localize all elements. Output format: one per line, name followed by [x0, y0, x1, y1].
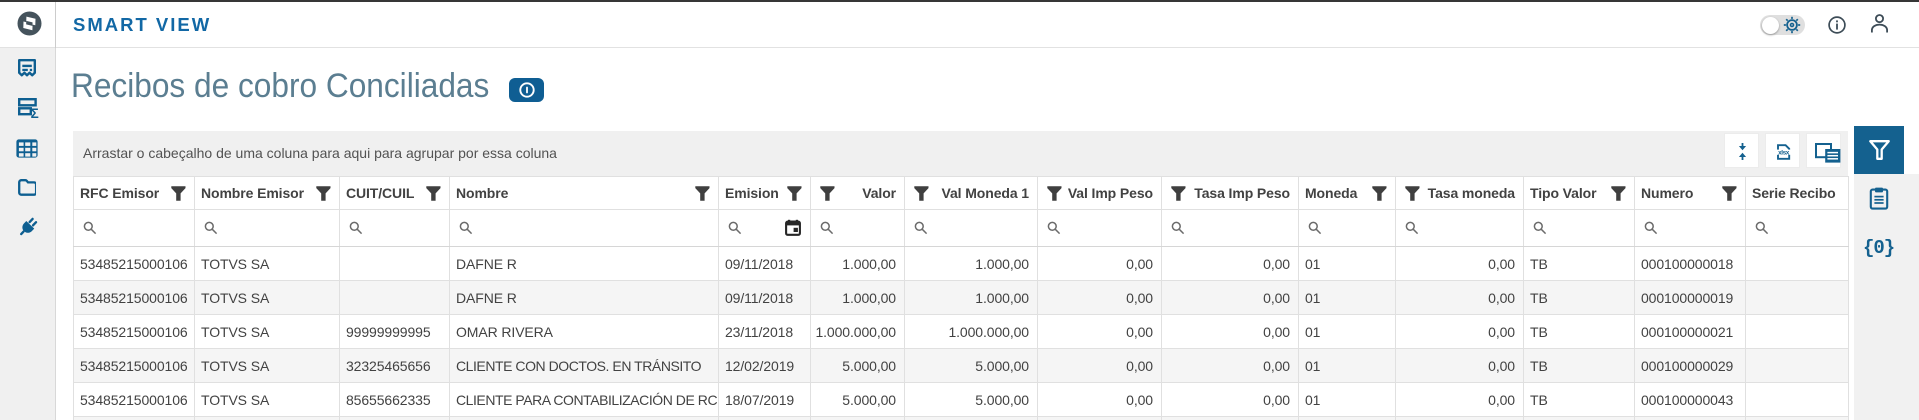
svg-text:Σ: Σ	[31, 106, 39, 119]
svg-text:xlsx: xlsx	[1778, 149, 1790, 156]
